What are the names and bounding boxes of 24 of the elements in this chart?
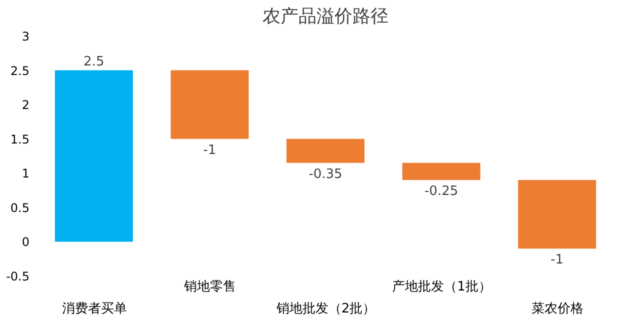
data-label: -1 — [550, 252, 564, 268]
y-tick-label: -0.5 — [6, 270, 30, 284]
y-tick-label: 1.5 — [10, 132, 30, 146]
y-tick-label: 2.5 — [10, 64, 30, 78]
x-tick-label: 销地批发（2批） — [275, 302, 376, 316]
data-label: -0.25 — [424, 184, 458, 199]
data-label: 2.5 — [84, 54, 104, 70]
data-label: -0.35 — [308, 166, 342, 182]
chart-title: 农产品溢价路径 — [262, 6, 388, 27]
bar — [286, 138, 364, 163]
bar — [54, 70, 133, 242]
x-tick-label: 产地批发（1批） — [392, 280, 492, 294]
x-tick-label: 消费者买单 — [62, 302, 127, 316]
y-tick-label: 0 — [22, 235, 30, 250]
y-tick-label: 0.5 — [10, 200, 30, 215]
bar — [170, 70, 249, 139]
data-label: -1 — [203, 142, 216, 158]
y-tick-label: 1 — [22, 166, 30, 181]
x-tick-label: 销地零售 — [183, 280, 236, 294]
y-tick-label: 2 — [22, 98, 30, 112]
bar — [402, 162, 480, 180]
bar — [518, 180, 596, 249]
y-tick-label: 3 — [22, 30, 30, 44]
x-tick-label: 菜农价格 — [532, 302, 584, 316]
